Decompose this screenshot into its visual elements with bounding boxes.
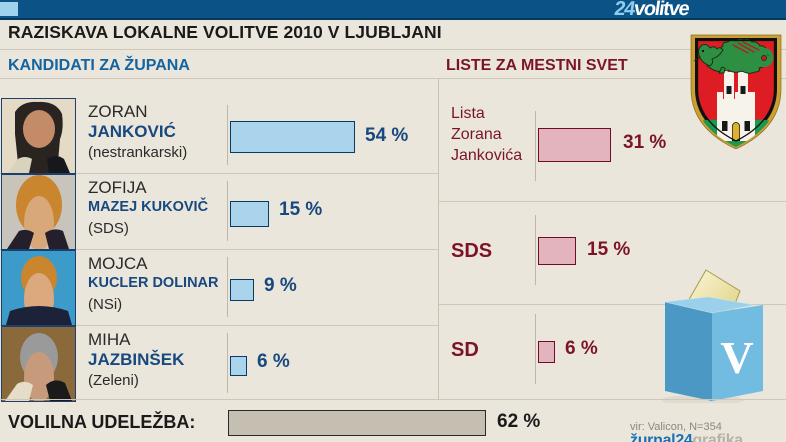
svg-text:V: V bbox=[720, 332, 753, 383]
